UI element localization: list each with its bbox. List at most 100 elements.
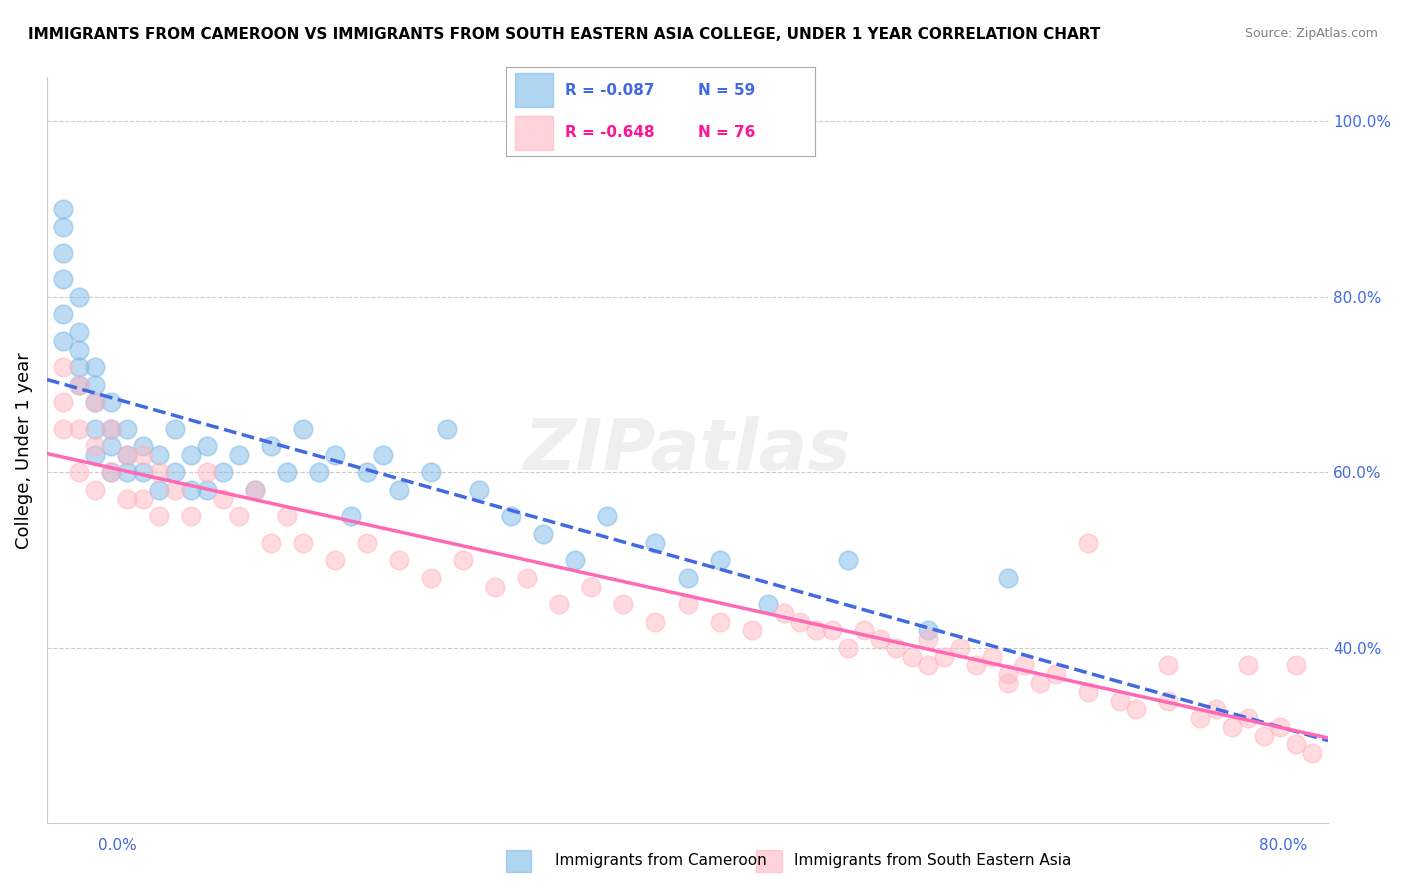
Point (115, 448, 138, 462)
Point (852, 624, 875, 638)
Point (997, 676, 1019, 690)
Point (932, 649, 955, 664)
Point (243, 483, 266, 497)
Point (292, 421, 315, 435)
Point (84, 360, 107, 375)
Point (323, 448, 346, 462)
Text: R = -0.648: R = -0.648 (565, 126, 655, 140)
Point (180, 509, 202, 524)
Point (195, 483, 218, 497)
Point (212, 491, 235, 506)
Point (388, 483, 411, 497)
Point (980, 649, 1002, 664)
Point (1205, 702, 1227, 716)
Point (420, 571, 443, 585)
Text: Source: ZipAtlas.com: Source: ZipAtlas.com (1244, 27, 1378, 40)
Text: ZIPatlas: ZIPatlas (524, 416, 851, 485)
Point (612, 597, 634, 611)
Point (100, 395, 122, 409)
Point (212, 466, 235, 480)
Point (84, 395, 107, 409)
Text: 0.0%: 0.0% (98, 838, 138, 854)
Point (52, 219, 75, 234)
Point (1157, 693, 1180, 707)
Point (676, 597, 699, 611)
Point (917, 632, 939, 647)
Point (1077, 685, 1099, 699)
Point (1237, 711, 1260, 725)
Point (243, 483, 266, 497)
Point (501, 509, 523, 524)
Point (837, 640, 859, 655)
Text: N = 76: N = 76 (697, 126, 755, 140)
Point (837, 553, 859, 567)
Point (132, 491, 155, 506)
Text: IMMIGRANTS FROM CAMEROON VS IMMIGRANTS FROM SOUTH EASTERN ASIA COLLEGE, UNDER 1 : IMMIGRANTS FROM CAMEROON VS IMMIGRANTS F… (28, 27, 1101, 42)
Point (1157, 658, 1180, 673)
Point (148, 483, 170, 497)
Point (564, 553, 586, 567)
Point (52, 202, 75, 216)
Point (100, 421, 122, 435)
Point (804, 624, 827, 638)
Point (52, 395, 75, 409)
Point (148, 466, 170, 480)
Point (581, 580, 603, 594)
Point (821, 624, 844, 638)
Point (373, 448, 395, 462)
Point (453, 553, 475, 567)
Point (67, 377, 90, 392)
Point (52, 360, 75, 375)
Point (1301, 746, 1323, 760)
Point (180, 483, 202, 497)
Point (531, 526, 554, 541)
Point (180, 448, 202, 462)
Point (52, 334, 75, 348)
Point (709, 615, 731, 629)
Point (917, 658, 939, 673)
Point (709, 553, 731, 567)
Point (148, 448, 170, 462)
Point (741, 624, 763, 638)
Point (516, 571, 538, 585)
Point (949, 640, 972, 655)
Point (1253, 729, 1275, 743)
Point (1268, 720, 1291, 734)
Point (1285, 658, 1308, 673)
Point (1045, 667, 1067, 681)
Point (900, 649, 922, 664)
Point (644, 535, 666, 549)
Point (195, 439, 218, 453)
Point (84, 377, 107, 392)
Point (67, 466, 90, 480)
Point (132, 448, 155, 462)
Point (100, 439, 122, 453)
Point (276, 509, 298, 524)
Point (756, 597, 779, 611)
Point (115, 448, 138, 462)
Point (67, 325, 90, 339)
Point (308, 466, 330, 480)
Point (1077, 535, 1099, 549)
Point (1188, 711, 1211, 725)
Point (1012, 658, 1035, 673)
Point (52, 307, 75, 321)
Point (84, 448, 107, 462)
Point (100, 421, 122, 435)
Point (276, 466, 298, 480)
Point (163, 421, 186, 435)
Point (52, 246, 75, 260)
Point (148, 509, 170, 524)
Text: Immigrants from South Eastern Asia: Immigrants from South Eastern Asia (794, 854, 1071, 868)
Point (789, 615, 811, 629)
Point (676, 571, 699, 585)
Point (67, 421, 90, 435)
Bar (516, 116, 553, 150)
Point (260, 535, 283, 549)
Point (1125, 702, 1147, 716)
Point (84, 439, 107, 453)
Point (356, 466, 378, 480)
Point (1029, 676, 1052, 690)
Point (997, 667, 1019, 681)
Text: N = 59: N = 59 (697, 83, 755, 97)
